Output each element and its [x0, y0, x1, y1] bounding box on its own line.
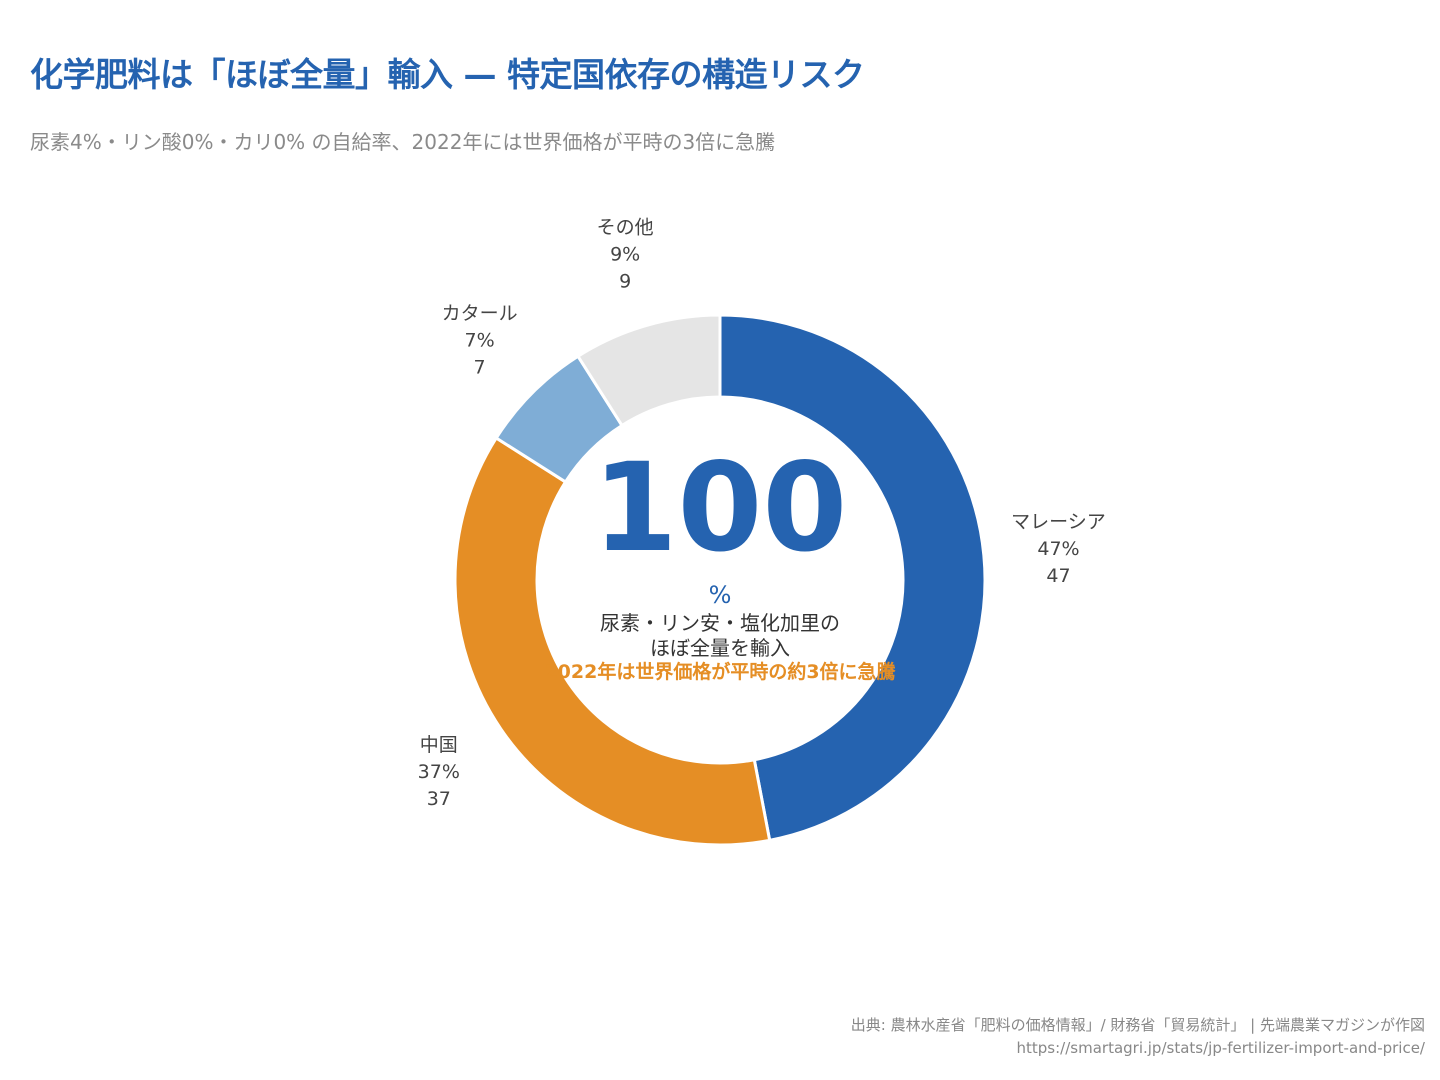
slice-label-name: マレーシア — [1011, 511, 1106, 533]
center-unit: % — [708, 581, 732, 609]
center-value: 100 — [592, 437, 848, 579]
slice-label-value: 37 — [427, 788, 451, 810]
source-url[interactable]: https://smartagri.jp/stats/jp-fertilizer… — [1016, 1039, 1425, 1057]
slice-label-value: 9 — [619, 271, 631, 293]
slice-label-value: 47 — [1046, 565, 1070, 587]
center-highlight: 2022年は世界価格が平時の約3倍に急騰 — [544, 661, 896, 683]
slice-label-percent: 37% — [418, 761, 460, 783]
slice-label-value: 7 — [474, 357, 486, 379]
chart-subtitle: 尿素4%・リン酸0%・カリ0% の自給率、2022年には世界価格が平時の3倍に急… — [30, 130, 776, 154]
slice-label-name: 中国 — [420, 734, 458, 756]
slice-label-percent: 7% — [465, 330, 495, 352]
slice-1 — [453, 435, 772, 847]
slice-3 — [575, 313, 722, 428]
slice-label-name: その他 — [597, 217, 654, 239]
center-line1: 尿素・リン安・塩化加里の — [600, 611, 840, 635]
center-line2: ほぼ全量を輸入 — [650, 636, 790, 660]
chart-title: 化学肥料は「ほぼ全量」輸入 — 特定国依存の構造リスク — [30, 55, 865, 94]
slice-label-name: カタール — [442, 303, 518, 325]
slice-label-percent: 47% — [1037, 538, 1079, 560]
source-text: 出典: 農林水産省「肥料の価格情報」/ 財務省「貿易統計」 | 先端農業マガジン… — [850, 1016, 1425, 1034]
slice-0 — [718, 313, 987, 843]
slice-label-percent: 9% — [610, 244, 640, 266]
